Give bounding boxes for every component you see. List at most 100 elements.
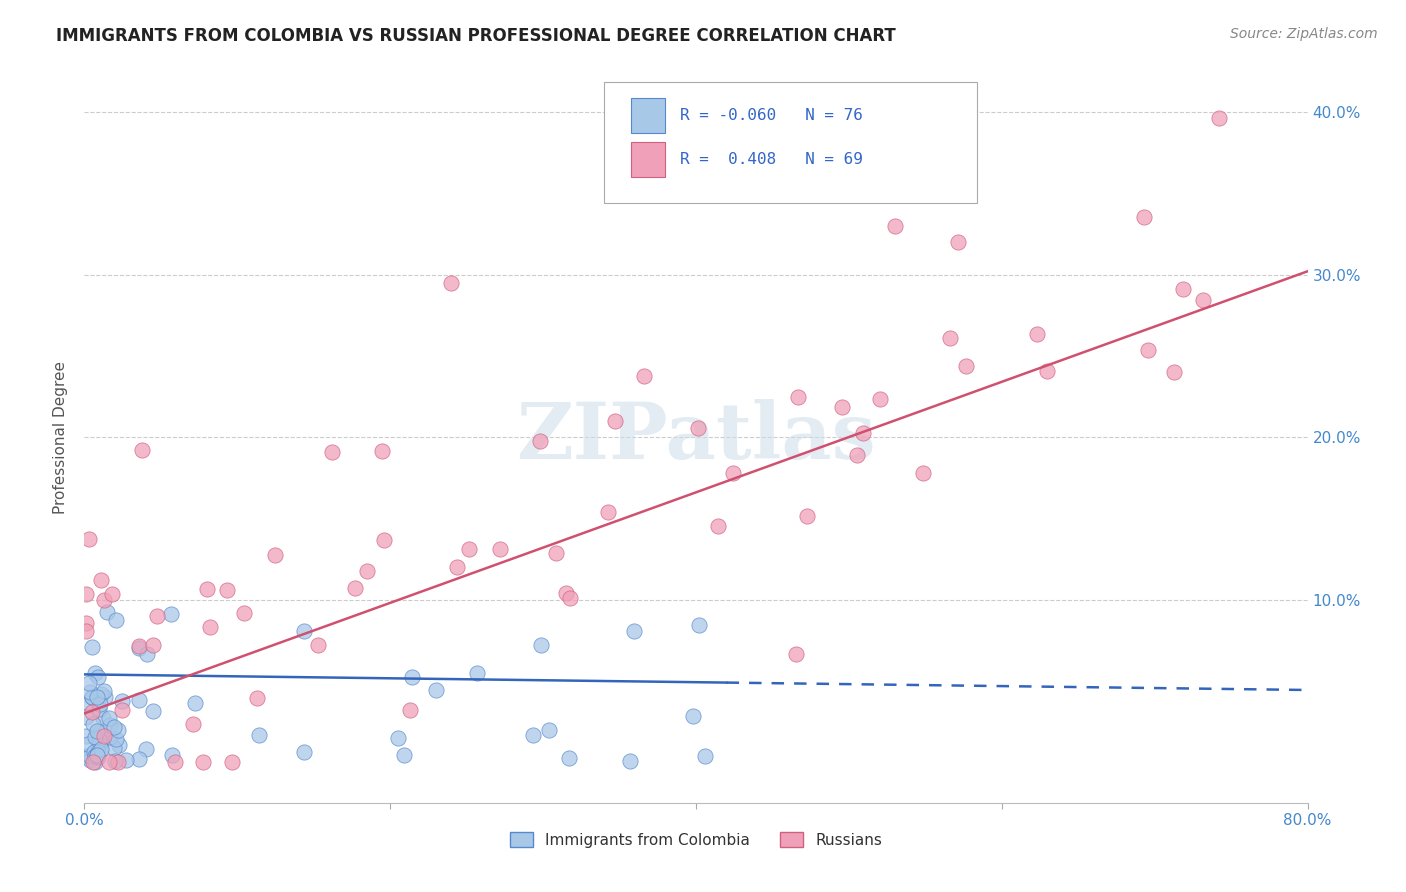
Point — [321, 445, 343, 459]
Point — [142, 704, 165, 718]
Point — [522, 728, 544, 742]
Point — [529, 434, 551, 449]
Point — [546, 546, 568, 560]
Text: R =  0.408   N = 69: R = 0.408 N = 69 — [681, 152, 863, 167]
Text: Source: ZipAtlas.com: Source: ZipAtlas.com — [1230, 27, 1378, 41]
Point — [307, 638, 329, 652]
Point — [619, 754, 641, 768]
Point — [796, 509, 818, 524]
Point — [89, 697, 111, 711]
Point — [107, 723, 129, 738]
Point — [142, 639, 165, 653]
Point — [831, 400, 853, 414]
Point — [86, 747, 108, 762]
Point — [1173, 282, 1195, 296]
Point — [146, 609, 169, 624]
Point — [686, 421, 709, 435]
Point — [77, 676, 100, 690]
Point — [108, 738, 131, 752]
Point — [946, 235, 969, 249]
Point — [82, 690, 104, 704]
Point — [623, 624, 645, 638]
Point — [246, 691, 269, 706]
Point — [115, 753, 138, 767]
Point — [233, 606, 256, 620]
Point — [84, 749, 107, 764]
Point — [89, 733, 111, 747]
Point — [1191, 293, 1213, 307]
Point — [75, 624, 97, 638]
Point — [264, 548, 287, 562]
Point — [440, 276, 463, 290]
Point — [392, 747, 415, 762]
Point — [135, 742, 157, 756]
Point — [104, 754, 127, 768]
Point — [869, 392, 891, 406]
Point — [84, 666, 107, 681]
Point — [75, 709, 97, 723]
Point — [80, 640, 103, 654]
Point — [100, 587, 122, 601]
Point — [84, 755, 107, 769]
Point — [79, 748, 101, 763]
Point — [87, 749, 110, 764]
Point — [221, 755, 243, 769]
Point — [79, 685, 101, 699]
Bar — [631, 98, 665, 133]
Point — [103, 720, 125, 734]
Point — [87, 702, 110, 716]
Point — [1208, 111, 1230, 125]
Point — [489, 541, 512, 556]
Point — [100, 730, 122, 744]
Point — [82, 717, 104, 731]
Point — [682, 709, 704, 723]
Point — [723, 466, 745, 480]
Point — [91, 711, 114, 725]
Point — [82, 755, 104, 769]
Point — [94, 690, 117, 705]
Point — [136, 647, 159, 661]
Point — [955, 359, 977, 373]
Point — [247, 728, 270, 742]
Point — [370, 444, 392, 458]
Point — [86, 747, 108, 762]
Point — [131, 443, 153, 458]
Point — [96, 605, 118, 619]
Point — [83, 730, 105, 744]
Point — [292, 745, 315, 759]
Point — [292, 624, 315, 638]
Point — [707, 519, 730, 533]
Point — [75, 729, 97, 743]
Point — [75, 695, 97, 709]
Point — [387, 731, 409, 745]
Point — [163, 755, 186, 769]
Y-axis label: Professional Degree: Professional Degree — [53, 360, 69, 514]
Point — [181, 716, 204, 731]
Point — [97, 711, 120, 725]
Point — [90, 573, 112, 587]
Point — [90, 742, 112, 756]
Point — [343, 581, 366, 595]
Point — [1026, 326, 1049, 341]
Point — [193, 755, 215, 769]
Point — [195, 582, 218, 596]
Point — [128, 640, 150, 654]
Text: IMMIGRANTS FROM COLOMBIA VS RUSSIAN PROFESSIONAL DEGREE CORRELATION CHART: IMMIGRANTS FROM COLOMBIA VS RUSSIAN PROF… — [56, 27, 896, 45]
Point — [103, 740, 125, 755]
Point — [401, 670, 423, 684]
Point — [184, 697, 207, 711]
Point — [91, 733, 114, 747]
FancyBboxPatch shape — [605, 82, 977, 203]
Point — [87, 745, 110, 759]
Point — [86, 724, 108, 739]
Point — [107, 755, 129, 769]
Point — [605, 414, 627, 428]
Point — [1133, 210, 1156, 224]
Point — [93, 729, 115, 743]
Point — [695, 749, 717, 764]
Point — [537, 723, 560, 737]
Point — [373, 533, 395, 548]
Point — [1137, 343, 1160, 357]
Point — [356, 564, 378, 578]
Point — [688, 617, 710, 632]
